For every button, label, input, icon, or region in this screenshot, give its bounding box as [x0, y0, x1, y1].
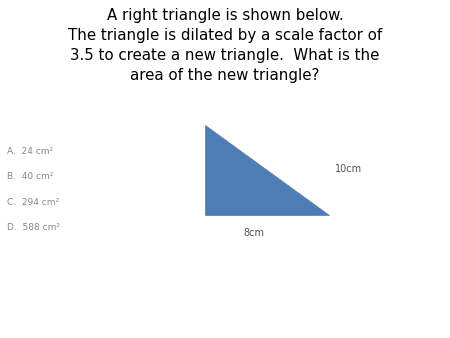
Text: D.  588 cm²: D. 588 cm² — [7, 223, 60, 232]
Text: 10cm: 10cm — [335, 164, 362, 174]
Text: C.  294 cm²: C. 294 cm² — [7, 198, 59, 207]
Text: 8cm: 8cm — [244, 228, 265, 238]
Text: A.  24 cm²: A. 24 cm² — [7, 147, 53, 156]
Text: B.  40 cm²: B. 40 cm² — [7, 172, 53, 182]
Text: A right triangle is shown below.
The triangle is dilated by a scale factor of
3.: A right triangle is shown below. The tri… — [68, 8, 382, 83]
Polygon shape — [205, 125, 328, 215]
